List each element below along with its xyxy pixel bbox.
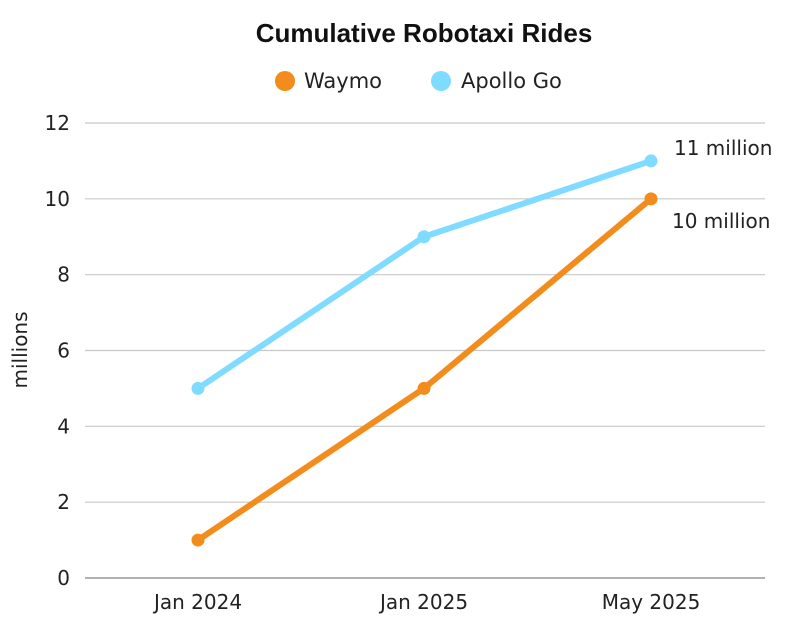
y-tick-label: 0 <box>57 566 70 590</box>
x-tick-label: May 2025 <box>602 590 701 614</box>
y-axis-ticks: 0 2 4 6 8 10 12 <box>45 111 70 590</box>
data-point <box>644 192 658 206</box>
data-point <box>644 154 658 168</box>
y-tick-label: 12 <box>45 111 70 135</box>
series-waymo: 10 million <box>191 192 770 547</box>
legend-marker <box>431 71 451 91</box>
y-tick-label: 4 <box>57 414 70 438</box>
x-tick-label: Jan 2025 <box>378 590 468 614</box>
series-line <box>195 195 654 544</box>
legend-label: Apollo Go <box>461 69 562 93</box>
grid-lines <box>85 122 765 579</box>
data-point <box>191 381 205 395</box>
legend: Waymo Apollo Go <box>275 69 562 93</box>
end-value-label: 10 million <box>672 209 770 233</box>
series-layer: 11 million 10 million <box>191 136 772 547</box>
y-axis-label: millions <box>8 311 32 388</box>
data-point <box>417 381 431 395</box>
data-point <box>417 230 431 244</box>
y-tick-label: 6 <box>57 339 70 363</box>
data-point <box>191 533 205 547</box>
y-tick-label: 2 <box>57 490 70 514</box>
x-axis-ticks: Jan 2024 Jan 2025 May 2025 <box>152 590 700 614</box>
y-tick-label: 8 <box>57 263 70 287</box>
x-tick-label: Jan 2024 <box>152 590 242 614</box>
series-apollo-go: 11 million <box>191 136 772 395</box>
chart-title: Cumulative Robotaxi Rides <box>256 18 593 48</box>
end-value-label: 11 million <box>674 136 772 160</box>
legend-label: Waymo <box>304 69 382 93</box>
y-tick-label: 10 <box>45 187 70 211</box>
legend-marker <box>275 71 295 91</box>
